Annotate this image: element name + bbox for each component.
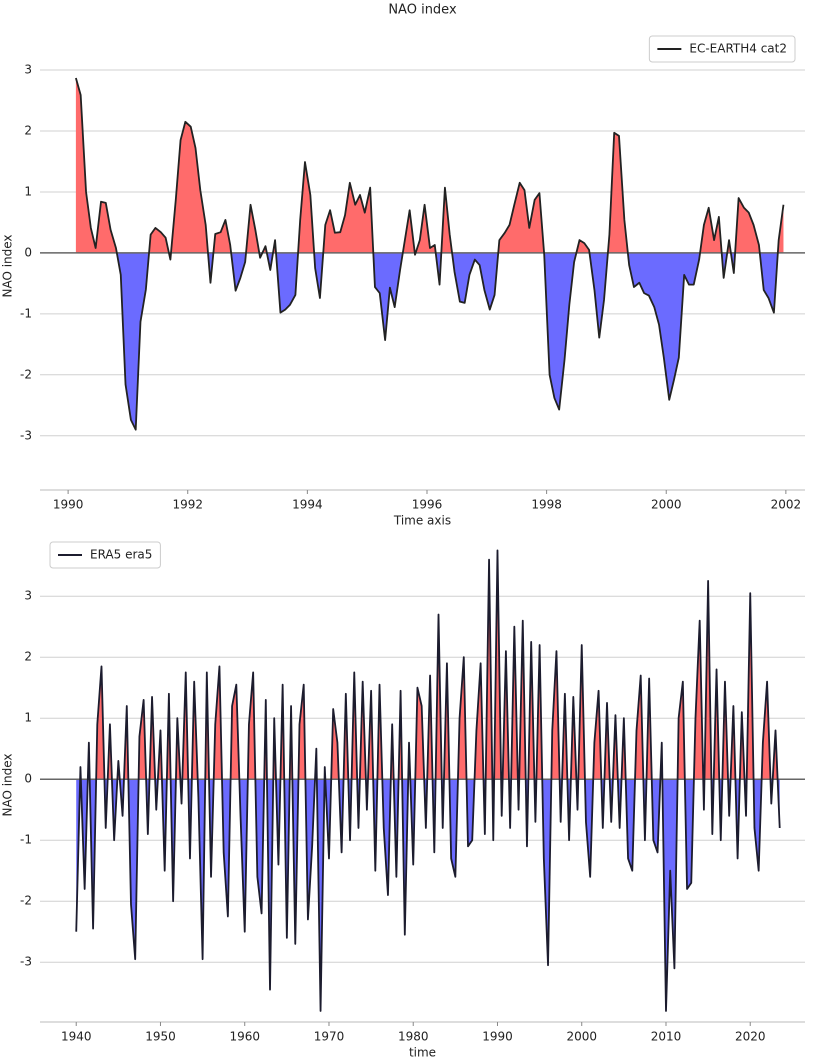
x-axis-label: Time axis: [393, 514, 451, 528]
x-tick-label: 2002: [771, 498, 802, 512]
y-tick-label: -2: [20, 367, 32, 381]
y-tick-label: 2: [24, 123, 32, 137]
x-tick-label: 1996: [412, 498, 443, 512]
x-axis-label: time: [409, 1046, 436, 1058]
negative-area: [116, 252, 778, 430]
x-tick-label: 1960: [229, 1030, 260, 1044]
y-tick-label: 1: [24, 184, 32, 198]
y-axis-label: NAO index: [1, 234, 15, 297]
x-tick-label: 1950: [145, 1030, 176, 1044]
x-tick-label: 1990: [53, 498, 84, 512]
y-tick-label: 0: [24, 772, 32, 786]
legend-label: ERA5 era5: [90, 548, 152, 562]
series-line: [75, 77, 785, 431]
legend-label: EC-EARTH4 cat2: [689, 42, 787, 56]
x-tick-label: 1980: [398, 1030, 429, 1044]
y-tick-label: 0: [24, 245, 32, 259]
x-tick-label: 1940: [61, 1030, 92, 1044]
series-line: [75, 549, 781, 1012]
y-tick-label: 3: [24, 589, 32, 603]
legend-box: [648, 35, 796, 63]
x-tick-label: 2010: [651, 1030, 682, 1044]
x-tick-label: 1990: [482, 1030, 513, 1044]
legend: ERA5 era5: [49, 541, 161, 569]
x-tick-label: 1970: [314, 1030, 345, 1044]
y-axis-label: NAO index: [1, 753, 15, 816]
y-tick-label: 2: [24, 650, 32, 664]
legend: EC-EARTH4 cat2: [648, 35, 796, 63]
y-tick-label: -2: [20, 894, 32, 908]
chart-title: NAO index: [388, 3, 457, 18]
y-tick-label: -1: [20, 306, 32, 320]
y-tick-label: 3: [24, 63, 32, 77]
y-tick-label: -3: [20, 428, 32, 442]
y-tick-label: -3: [20, 955, 32, 969]
x-tick-label: 2020: [735, 1030, 766, 1044]
legend-box: [49, 541, 161, 569]
x-tick-label: 1994: [292, 498, 323, 512]
x-tick-label: 2000: [566, 1030, 597, 1044]
x-tick-label: 2000: [651, 498, 682, 512]
y-tick-label: 1: [24, 711, 32, 725]
x-tick-label: 1992: [172, 498, 203, 512]
y-tick-label: -1: [20, 833, 32, 847]
x-tick-label: 1998: [531, 498, 562, 512]
